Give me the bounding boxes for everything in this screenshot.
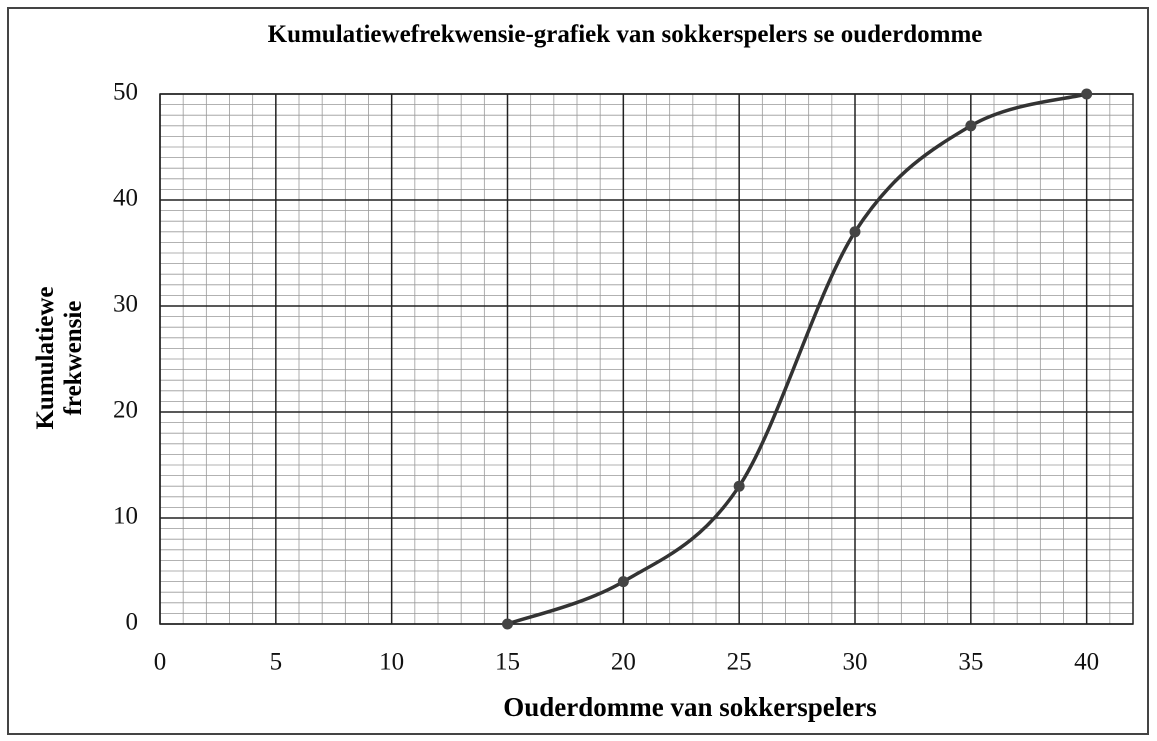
point: [965, 120, 977, 132]
y-tick-label: 50: [113, 79, 138, 106]
frame: [7, 7, 1149, 735]
point: [1081, 88, 1093, 100]
point: [733, 480, 745, 492]
point: [617, 576, 629, 588]
x-tick-label: 35: [958, 649, 983, 676]
x-tick-label: 20: [611, 649, 636, 676]
y-axis-label: Kumulatiewe frekwensie: [32, 286, 87, 430]
x-tick-label: 40: [1074, 649, 1099, 676]
y-tick-label: 30: [113, 291, 138, 318]
x-axis-label: Ouderdomme van sokkerspelers: [503, 692, 877, 722]
y-tick-label: 0: [126, 609, 139, 636]
point: [849, 226, 861, 238]
x-tick-label: 0: [154, 649, 167, 676]
plot-border: [159, 93, 1134, 625]
y-tick-label: 20: [113, 397, 138, 424]
x-tick-label: 10: [379, 649, 404, 676]
point: [502, 618, 513, 630]
y-tick-label: 40: [113, 185, 138, 212]
x-tick-label: 5: [270, 649, 283, 676]
y-tick-label: 10: [113, 503, 138, 530]
x-tick-label: 15: [495, 649, 520, 676]
x-tick-label: 25: [727, 649, 752, 676]
x-tick-label: 30: [843, 649, 868, 676]
chart-title: Kumulatiewefrekwensie-grafiek van sokker…: [267, 21, 983, 48]
